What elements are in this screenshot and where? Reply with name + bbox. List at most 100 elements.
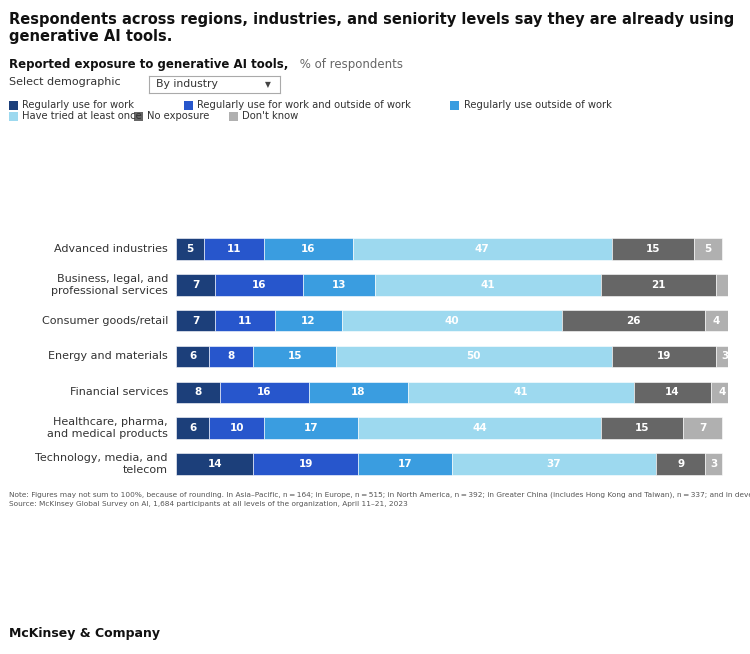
Bar: [358, 453, 452, 475]
Text: 16: 16: [252, 280, 266, 290]
Text: Advanced industries: Advanced industries: [54, 244, 168, 254]
Text: 18: 18: [351, 387, 365, 397]
Text: 5: 5: [187, 244, 194, 254]
Text: 47: 47: [475, 244, 490, 254]
Bar: [336, 346, 612, 367]
Text: Select demographic: Select demographic: [9, 77, 121, 87]
Text: 17: 17: [304, 423, 319, 433]
Bar: [352, 238, 612, 260]
Text: 12: 12: [302, 316, 316, 326]
Text: 17: 17: [398, 459, 412, 469]
Bar: [408, 381, 634, 403]
Text: 16: 16: [302, 244, 316, 254]
Text: Healthcare, pharma,
and medical products: Healthcare, pharma, and medical products: [47, 417, 168, 439]
Text: 5: 5: [704, 244, 712, 254]
Text: 40: 40: [445, 316, 459, 326]
Text: 3: 3: [710, 459, 717, 469]
Bar: [176, 346, 209, 367]
Text: 15: 15: [634, 423, 650, 433]
Text: 16: 16: [257, 387, 272, 397]
Text: 8: 8: [195, 387, 202, 397]
Text: ▼: ▼: [265, 80, 271, 89]
Text: Regularly use for work: Regularly use for work: [22, 100, 134, 111]
Bar: [375, 274, 601, 296]
Text: 3: 3: [721, 351, 728, 362]
Text: No exposure: No exposure: [147, 111, 209, 122]
Bar: [711, 381, 733, 403]
Text: Regularly use for work and outside of work: Regularly use for work and outside of wo…: [197, 100, 411, 111]
Bar: [341, 310, 562, 332]
Text: Regularly use outside of work: Regularly use outside of work: [464, 100, 611, 111]
Bar: [308, 381, 408, 403]
Text: Have tried at least once: Have tried at least once: [22, 111, 142, 122]
Bar: [265, 417, 358, 439]
Text: 11: 11: [238, 316, 253, 326]
Bar: [716, 346, 733, 367]
Bar: [275, 310, 341, 332]
Text: 21: 21: [651, 280, 666, 290]
Text: generative AI tools.: generative AI tools.: [9, 29, 172, 44]
Bar: [634, 381, 711, 403]
Bar: [656, 453, 706, 475]
Bar: [176, 274, 214, 296]
Bar: [265, 238, 352, 260]
Text: 4: 4: [718, 387, 726, 397]
Text: McKinsey & Company: McKinsey & Company: [9, 627, 160, 640]
Text: 6: 6: [189, 351, 196, 362]
Bar: [358, 417, 601, 439]
Text: Don't know: Don't know: [242, 111, 298, 122]
Text: 15: 15: [646, 244, 660, 254]
Bar: [176, 381, 220, 403]
Text: 10: 10: [230, 423, 244, 433]
Bar: [694, 238, 722, 260]
Text: 7: 7: [192, 280, 200, 290]
Text: 19: 19: [298, 459, 313, 469]
Bar: [562, 310, 706, 332]
Bar: [706, 453, 722, 475]
Text: 6: 6: [189, 423, 196, 433]
Bar: [176, 310, 214, 332]
Text: 50: 50: [466, 351, 482, 362]
Bar: [214, 310, 275, 332]
Bar: [601, 417, 683, 439]
Text: 7: 7: [699, 423, 706, 433]
Text: 37: 37: [547, 459, 561, 469]
Text: Financial services: Financial services: [70, 387, 168, 397]
Text: 13: 13: [332, 280, 346, 290]
Bar: [176, 417, 209, 439]
Text: 44: 44: [472, 423, 487, 433]
Bar: [452, 453, 656, 475]
Text: % of respondents: % of respondents: [296, 58, 403, 71]
Text: Technology, media, and
telecom: Technology, media, and telecom: [35, 453, 168, 475]
Bar: [209, 346, 254, 367]
Text: 9: 9: [677, 459, 684, 469]
Bar: [176, 453, 254, 475]
Text: 4: 4: [712, 316, 720, 326]
Text: 26: 26: [626, 316, 641, 326]
Text: 19: 19: [657, 351, 671, 362]
Bar: [254, 453, 358, 475]
Bar: [204, 238, 265, 260]
Text: 15: 15: [287, 351, 302, 362]
Bar: [706, 310, 728, 332]
Bar: [176, 238, 204, 260]
Text: Business, legal, and
professional services: Business, legal, and professional servic…: [51, 273, 168, 296]
Text: Energy and materials: Energy and materials: [48, 351, 168, 362]
Bar: [612, 238, 695, 260]
Text: 8: 8: [228, 351, 235, 362]
Text: Respondents across regions, industries, and seniority levels say they are alread: Respondents across regions, industries, …: [9, 12, 734, 27]
Text: By industry: By industry: [156, 79, 218, 90]
Text: 41: 41: [481, 280, 495, 290]
Bar: [220, 381, 308, 403]
Text: 14: 14: [665, 387, 680, 397]
Text: Reported exposure to generative AI tools,: Reported exposure to generative AI tools…: [9, 58, 288, 71]
Bar: [683, 417, 722, 439]
Bar: [716, 274, 728, 296]
Text: Note: Figures may not sum to 100%, because of rounding. In Asia–Pacific, n = 164: Note: Figures may not sum to 100%, becau…: [9, 492, 750, 507]
Text: Consumer goods/retail: Consumer goods/retail: [41, 316, 168, 326]
Bar: [209, 417, 265, 439]
Text: 11: 11: [227, 244, 242, 254]
Bar: [303, 274, 375, 296]
Bar: [612, 346, 716, 367]
Text: 41: 41: [514, 387, 528, 397]
